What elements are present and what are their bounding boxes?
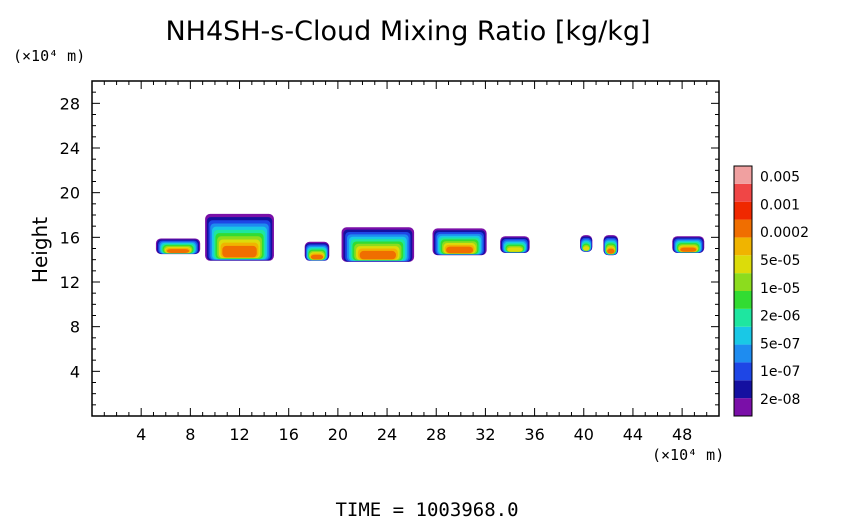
colorbar-frame: [733, 165, 753, 417]
x-tick-label: 48: [672, 425, 692, 444]
cloud-layer: [166, 249, 190, 253]
colorbar-label: 0.001: [760, 197, 800, 213]
cloud-layer: [310, 254, 324, 260]
x-tick-label: 40: [574, 425, 594, 444]
colorbar-label: 0.0002: [760, 225, 809, 241]
x-tick-label: 12: [229, 425, 249, 444]
y-tick-label: 20: [60, 184, 80, 203]
y-tick-label: 12: [60, 273, 80, 292]
colorbar-label: 1e-05: [760, 281, 800, 297]
x-tick-label: 16: [279, 425, 299, 444]
x-tick-label: 32: [475, 425, 495, 444]
y-axis-unit: (×10⁴ m): [13, 47, 85, 65]
y-tick-label: 28: [60, 94, 80, 113]
colorbar-swatch: [734, 201, 752, 220]
cloud-layer: [446, 246, 474, 254]
cloud-cluster: [580, 235, 593, 252]
colorbar-swatch: [734, 398, 752, 416]
y-tick-label: 4: [70, 362, 80, 381]
cloud-layer: [222, 245, 257, 258]
cloud-layer: [507, 247, 523, 252]
cloud-layer: [359, 250, 396, 260]
cloud-cluster: [432, 228, 487, 256]
x-tick-label: 28: [426, 425, 446, 444]
cloud-cluster: [603, 235, 619, 256]
cloud-cluster: [304, 241, 330, 261]
x-axis: 4 8 12 16 20 24 28 32 36 40 44 48: [103, 81, 708, 444]
y-axis: 4 8 12 16 20 24 28: [60, 91, 719, 406]
colorbar-swatch: [734, 219, 752, 238]
chart-title: NH4SH-s-Cloud Mixing Ratio [kg/kg]: [165, 16, 650, 47]
cloud-cluster: [672, 236, 705, 253]
x-tick-label: 44: [623, 425, 643, 444]
x-tick-label: 24: [377, 425, 397, 444]
cloud-cluster: [155, 238, 201, 255]
colorbar-swatch: [734, 344, 752, 363]
colorbar-label: 5e-07: [760, 336, 800, 352]
cloud-cluster: [205, 213, 274, 261]
cloud-layer: [680, 247, 697, 252]
x-tick-label: 4: [136, 425, 146, 444]
x-tick-label: 36: [524, 425, 544, 444]
colorbar-swatch: [734, 308, 752, 327]
colorbar-label: 5e-05: [760, 253, 800, 269]
colorbar-swatch: [734, 255, 752, 274]
colorbar-swatch: [734, 362, 752, 381]
cloud-cluster: [500, 236, 530, 253]
x-axis-unit: (×10⁴ m): [652, 446, 724, 464]
colorbar-swatch: [734, 326, 752, 345]
y-tick-label: 16: [60, 228, 80, 247]
cloud-layer: [607, 248, 615, 254]
colorbar-swatch: [734, 237, 752, 256]
y-tick-label: 24: [60, 139, 80, 158]
colorbar-swatch: [734, 291, 752, 309]
cloud-cluster: [341, 227, 415, 262]
colorbar-swatch: [734, 183, 752, 202]
colorbar-label: 2e-06: [760, 309, 800, 325]
cloud-layer: [583, 246, 590, 251]
x-tick-label: 20: [328, 425, 348, 444]
colorbar-label: 1e-07: [760, 364, 800, 380]
x-tick-label: 8: [185, 425, 195, 444]
colorbar-label: 0.005: [760, 170, 800, 186]
cloud-field: [155, 213, 705, 262]
plot-area: [91, 80, 720, 417]
y-tick-label: 8: [70, 318, 80, 337]
colorbar: 2e-08 1e-07 5e-07 2e-06 1e-05 5e-05 0.0002 0.00…: [733, 165, 809, 417]
colorbar-label: 2e-08: [760, 392, 800, 408]
y-axis-label: Height: [28, 217, 52, 283]
colorbar-swatch: [734, 273, 752, 291]
time-label: TIME = 1003968.0: [335, 499, 518, 519]
colorbar-swatch: [734, 380, 752, 399]
colorbar-swatch: [734, 166, 752, 184]
